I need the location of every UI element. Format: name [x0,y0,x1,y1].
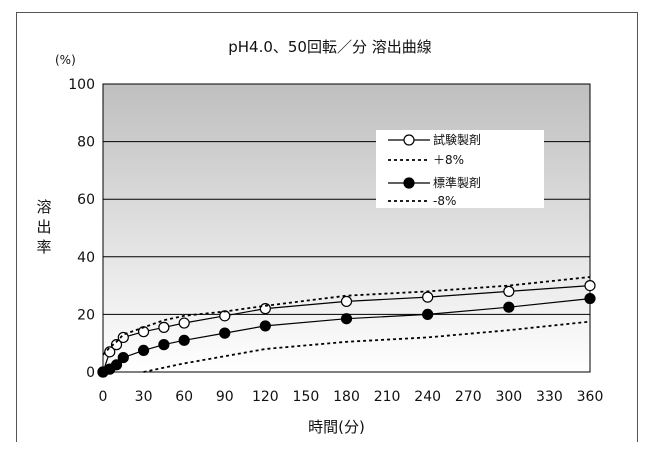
data-point [340,295,353,308]
data-point [340,313,353,325]
chart-title: pH4.0、50回転／分 溶出曲線 [228,38,432,56]
plot-area [102,83,591,373]
legend-label: 標準製剤 [433,175,481,190]
data-point [110,339,123,351]
y-axis-label-char: 出 [36,218,51,236]
legend-label: 試験製剤 [433,132,481,147]
x-tick-label: 210 [374,389,401,405]
x-tick-label: 240 [414,389,441,405]
series-line-3 [143,320,591,373]
data-point [158,339,170,351]
data-point [178,334,190,346]
x-tick-label: 330 [536,389,563,405]
legend-marker [403,177,415,189]
legend-label: -8% [433,194,456,208]
y-tick-label: 20 [77,307,95,323]
x-tick-label: 300 [495,389,522,405]
x-tick-label: 30 [135,389,153,405]
data-point [117,352,129,364]
x-tick-label: 120 [252,389,279,405]
data-point [422,291,434,303]
data-point [503,301,515,313]
data-point [110,359,123,371]
y-tick-label: 100 [68,77,95,93]
x-tick-label: 60 [175,389,193,405]
data-point [259,320,271,332]
data-point [137,344,150,356]
x-tick-label: 180 [333,389,360,405]
data-point [219,327,231,339]
y-tick-label: 80 [77,135,95,151]
data-point [584,280,596,292]
x-tick-label: 0 [99,389,108,405]
x-axis-label: 時間(分) [308,418,365,436]
x-tick-label: 270 [455,389,482,405]
data-point [422,308,434,320]
data-point [178,317,190,329]
data-point [584,292,596,305]
data-point [158,321,170,333]
data-point [117,331,129,344]
data-point [503,285,515,297]
y-axis-label-char: 溶 [36,198,51,216]
series-line-1 [102,276,591,356]
legend-box [376,130,544,208]
x-tick-label: 150 [293,389,320,405]
chart-frame [16,12,638,442]
y-tick-label: 0 [86,365,95,381]
y-axis-label-char: 率 [36,238,51,256]
y-unit-label: (%) [55,53,76,67]
legend-label: ＋8% [433,153,464,167]
y-tick-label: 60 [77,192,95,208]
legend-marker [403,134,415,146]
y-tick-label: 40 [77,250,95,266]
x-tick-label: 360 [577,389,604,405]
x-tick-label: 90 [216,389,234,405]
